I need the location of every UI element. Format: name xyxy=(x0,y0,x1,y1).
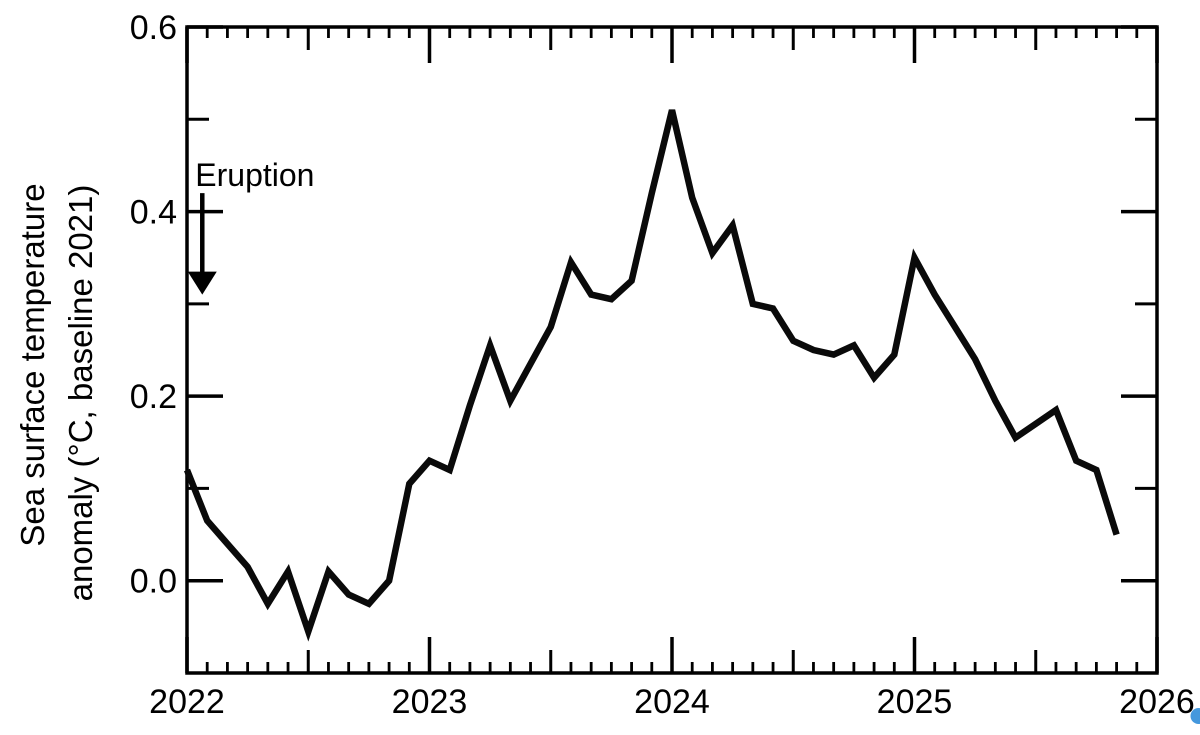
y-tick-label-0.0: 0.0 xyxy=(130,563,177,601)
sst-anomaly-line xyxy=(183,109,1120,642)
axis-ticks xyxy=(185,25,1159,673)
x-tick-label-2023: 2023 xyxy=(392,683,468,721)
eruption-annotation: Eruption xyxy=(187,157,314,295)
y-tick-label-0.2: 0.2 xyxy=(130,378,177,416)
x-tick-label-2026: 2026 xyxy=(1119,683,1195,721)
eruption-label: Eruption xyxy=(195,157,314,193)
x-tick-label-2024: 2024 xyxy=(634,683,710,721)
x-tick-label-2025: 2025 xyxy=(877,683,953,721)
eruption-arrow-head xyxy=(187,271,217,295)
y-axis-title-line2: anomaly (°C, baseline 2021) xyxy=(62,185,99,602)
x-tick-label-2022: 2022 xyxy=(149,683,225,721)
y-axis-tick-labels: 0.0 0.2 0.4 0.6 xyxy=(130,9,177,601)
x-axis-tick-labels: 2022 2023 2024 2025 2026 xyxy=(149,683,1195,721)
y-tick-label-0.6: 0.6 xyxy=(130,9,177,47)
blue-dot xyxy=(1190,708,1200,724)
y-axis-title-line1: Sea surface temperature xyxy=(14,183,51,546)
y-tick-label-0.4: 0.4 xyxy=(130,194,177,232)
